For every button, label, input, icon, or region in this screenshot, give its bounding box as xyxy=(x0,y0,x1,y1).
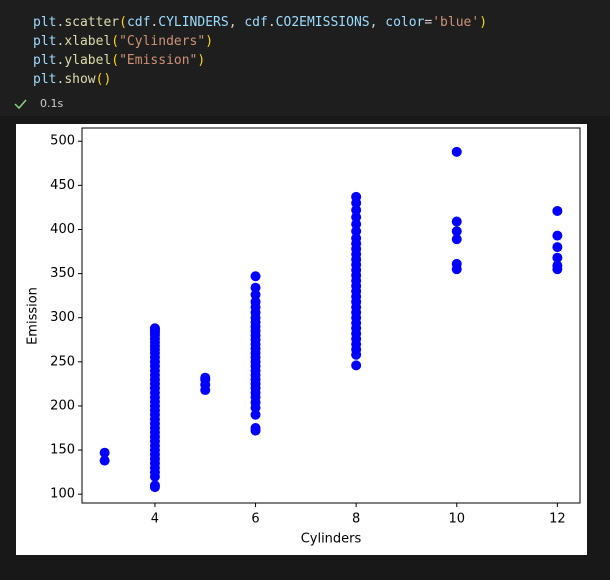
x-tick-label: 8 xyxy=(352,512,360,527)
code-token: . xyxy=(56,34,64,49)
axes-frame xyxy=(81,127,581,504)
code-token: , xyxy=(370,15,386,30)
code-line: plt.xlabel("Cylinders") xyxy=(33,34,213,49)
y-tick-label: 450 xyxy=(50,178,75,193)
point xyxy=(552,242,563,253)
y-tick-label: 150 xyxy=(50,443,75,458)
x-tick-label: 4 xyxy=(151,512,159,527)
x-tick-label: 6 xyxy=(251,512,259,527)
code-token: , xyxy=(229,15,245,30)
point xyxy=(250,282,261,293)
point xyxy=(250,271,261,282)
plot-image xyxy=(16,124,587,555)
point xyxy=(200,372,211,383)
point xyxy=(351,360,362,371)
code-token: CYLINDERS xyxy=(158,15,228,30)
point xyxy=(351,212,362,223)
point xyxy=(351,205,362,216)
x-tick-label: 10 xyxy=(448,512,465,527)
code-token: . xyxy=(150,15,158,30)
point xyxy=(99,447,110,458)
code-token: CO2EMISSIONS xyxy=(276,15,370,30)
y-tick-label: 100 xyxy=(50,487,75,502)
code-token: "Emission" xyxy=(119,53,197,68)
code-token: cdf xyxy=(127,15,150,30)
point xyxy=(552,260,563,271)
point xyxy=(99,455,110,466)
code-token: ( xyxy=(119,15,127,30)
code-token: ( xyxy=(111,53,119,68)
code-token: plt xyxy=(33,72,56,87)
point xyxy=(250,296,261,307)
point xyxy=(250,423,261,433)
code-token: ) xyxy=(479,15,487,30)
code-token: ) xyxy=(103,72,111,87)
code-token: plt xyxy=(33,53,56,68)
code-token: "Cylinders" xyxy=(119,34,205,49)
code-token: xlabel xyxy=(64,34,111,49)
code-token: . xyxy=(56,15,64,30)
y-tick-label: 250 xyxy=(50,354,75,369)
code-token: ) xyxy=(205,34,213,49)
x-axis-label: Cylinders xyxy=(301,532,362,547)
point xyxy=(351,233,362,244)
code-token: ) xyxy=(197,53,205,68)
code-area xyxy=(0,0,610,116)
code-token: . xyxy=(268,15,276,30)
exec-time: 0.1s xyxy=(40,97,63,110)
code-token: plt xyxy=(33,34,56,49)
y-tick-label: 350 xyxy=(50,266,75,281)
point xyxy=(149,480,160,491)
point xyxy=(552,252,563,263)
point xyxy=(351,191,362,202)
success-check xyxy=(14,99,27,110)
point xyxy=(149,323,160,334)
point xyxy=(451,258,462,269)
point xyxy=(351,219,362,230)
point xyxy=(552,205,563,216)
code-token: plt xyxy=(33,15,56,30)
code-token: . xyxy=(56,53,64,68)
code-line: plt.scatter(cdf.CYLINDERS, cdf.CO2EMISSI… xyxy=(33,15,487,30)
code-line: plt.show() xyxy=(33,72,111,87)
code-token: . xyxy=(56,72,64,87)
code-token: ( xyxy=(96,72,104,87)
x-tick-label: 12 xyxy=(549,512,566,527)
y-tick-label: 300 xyxy=(50,310,75,325)
point xyxy=(250,409,261,420)
code-token: 'blue' xyxy=(432,15,479,30)
point xyxy=(451,234,462,245)
point xyxy=(451,146,462,157)
code-token: ( xyxy=(111,34,119,49)
code-token: show xyxy=(64,72,95,87)
y-tick-label: 500 xyxy=(50,134,75,149)
point xyxy=(351,226,362,237)
code-token: = xyxy=(424,15,432,30)
point xyxy=(451,226,462,237)
point xyxy=(451,216,462,227)
y-tick-label: 200 xyxy=(50,398,75,413)
code-line: plt.ylabel("Emission") xyxy=(33,53,205,68)
code-token: cdf xyxy=(244,15,267,30)
code-token: ylabel xyxy=(64,53,111,68)
code-token: color xyxy=(385,15,424,30)
y-axis-label: Emission xyxy=(26,287,41,345)
code-token: scatter xyxy=(64,15,119,30)
y-tick-label: 400 xyxy=(50,222,75,237)
point xyxy=(552,230,563,241)
point xyxy=(250,289,261,300)
